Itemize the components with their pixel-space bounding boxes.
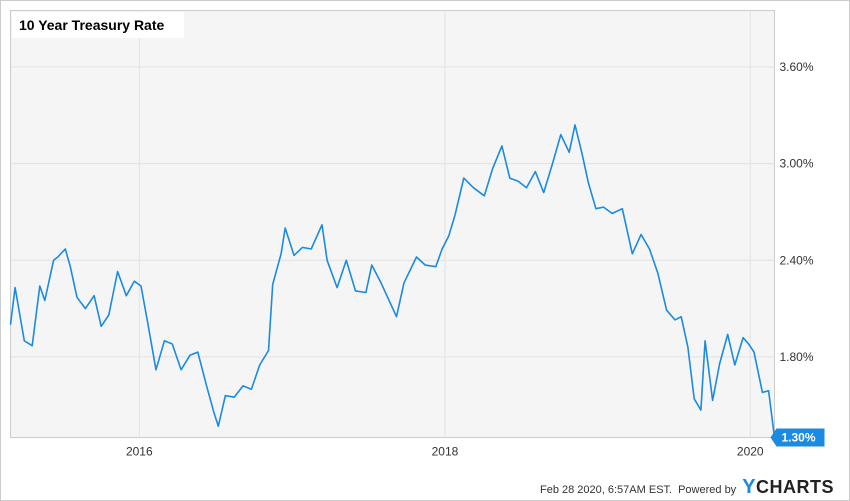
y-tick-label: 3.00%: [780, 157, 814, 171]
title-group: 10 Year Treasury Rate: [12, 12, 184, 38]
title-box: [12, 12, 184, 38]
y-tick-label: 2.40%: [780, 253, 814, 267]
x-axis-ticks: 2016 2018 2020: [126, 445, 764, 459]
last-value-label: 1.30%: [782, 431, 816, 445]
series-layer: [9, 124, 776, 438]
last-value-flag: 1.30%: [770, 428, 825, 447]
x-tick-label: 2018: [432, 445, 459, 459]
y-tick-label: 1.80%: [780, 350, 814, 364]
chart-title: 10 Year Treasury Rate: [19, 17, 165, 33]
gridlines: [10, 10, 775, 438]
powered-by-label: Powered by: [678, 484, 737, 496]
last-value-flag-shape: [770, 428, 825, 447]
y-tick-label: 3.60%: [780, 60, 814, 74]
y-axis-ticks: 1.80% 2.40% 3.00% 3.60%: [780, 60, 814, 364]
x-tick-label: 2016: [126, 445, 153, 459]
series-line: [9, 124, 776, 438]
footer: Feb 28 2020, 6:57AM EST. Powered by YCHA…: [540, 476, 834, 499]
ycharts-logo: YCHARTS: [742, 476, 835, 498]
x-tick-label: 2020: [737, 445, 764, 459]
plot-area: [10, 10, 775, 438]
timestamp: Feb 28 2020, 6:57AM EST.: [540, 484, 673, 496]
